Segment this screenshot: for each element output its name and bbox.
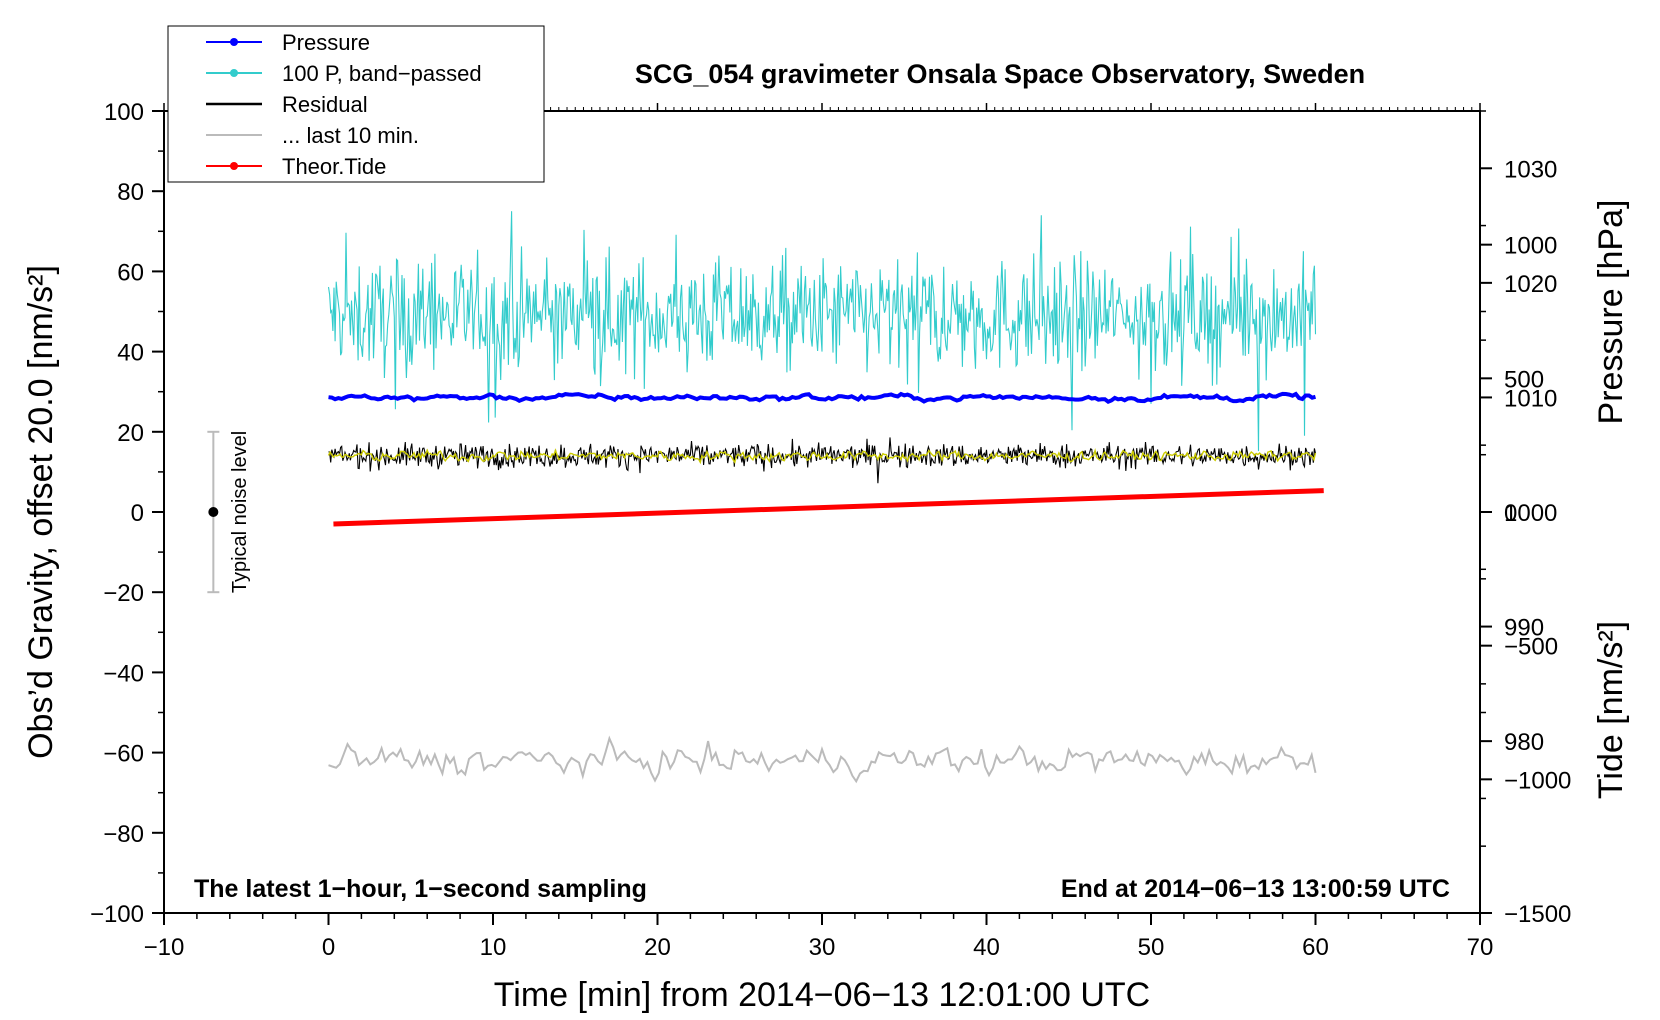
- x-axis-title: Time [min] from 2014−06−13 12:01:00 UTC: [494, 976, 1150, 1014]
- noise-indicator: Typical noise level: [207, 430, 251, 594]
- left-tick-label: −20: [103, 580, 144, 607]
- tide-tick-label: −1000: [1504, 767, 1571, 794]
- left-tick-label: 100: [104, 99, 144, 126]
- plot-frame: [163, 110, 1481, 914]
- x-tick-label: 0: [322, 934, 335, 961]
- x-tick-label: 70: [1467, 934, 1494, 961]
- left-tick-label: −80: [103, 821, 144, 848]
- pressure-tick-label: 1010: [1504, 385, 1557, 412]
- pressure-axis: 1030 1020 1010 1000 990 980: [1480, 110, 1557, 800]
- legend-item: Pressure: [206, 30, 370, 55]
- legend-marker: [230, 38, 238, 46]
- left-tick-label: −100: [90, 901, 144, 928]
- pressure-tick-label: 990: [1504, 615, 1544, 642]
- legend-label: Pressure: [282, 30, 370, 55]
- pressure-tick-label: 1030: [1504, 156, 1557, 183]
- noise-label: Typical noise level: [229, 431, 251, 593]
- left-tick-label: 0: [131, 500, 144, 527]
- left-y-axis: 100 80 60 40 20 0 −20 −40 −60 −80 −100: [90, 99, 164, 928]
- x-tick-label: 50: [1138, 934, 1165, 961]
- legend-marker: [230, 162, 238, 170]
- left-tick-label: −40: [103, 660, 144, 687]
- legend-item: Theor.Tide: [206, 154, 386, 179]
- left-tick-label: −60: [103, 741, 144, 768]
- legend-item: ... last 10 min.: [206, 123, 419, 148]
- series-pressure: [328, 391, 1317, 404]
- noise-center-point: [208, 507, 219, 517]
- series-residual: [328, 437, 1317, 484]
- tide-axis: 1000 500 0 −500 −1000 −1500: [1480, 233, 1571, 928]
- pressure-tick-label: 1020: [1504, 271, 1557, 298]
- series-layer: [327, 211, 1324, 784]
- pressure-tick-label: 1000: [1504, 500, 1557, 527]
- legend-marker: [230, 69, 238, 77]
- left-tick-label: 40: [117, 340, 144, 367]
- x-tick-label: 30: [809, 934, 836, 961]
- legend-label: Theor.Tide: [282, 154, 386, 179]
- legend-item: 100 P, band−passed: [206, 61, 482, 86]
- left-tick-label: 60: [117, 259, 144, 286]
- annotation-right: End at 2014−06−13 13:00:59 UTC: [1061, 875, 1450, 903]
- tide-tick-label: 1000: [1504, 233, 1557, 260]
- left-tick-label: 20: [117, 420, 144, 447]
- legend-label: 100 P, band−passed: [282, 61, 482, 86]
- tide-tick-label: 0: [1504, 500, 1517, 527]
- x-axis: −10 0 10 20 30 40 50 60 70: [144, 103, 1494, 961]
- tide-tick-label: −1500: [1504, 901, 1571, 928]
- tide-axis-title: Tide [nm/s²]: [1592, 621, 1630, 799]
- tide-tick-label: −500: [1504, 634, 1558, 661]
- series-residual-smoothed: [327, 447, 1317, 465]
- series-band-passed-pressure: [327, 211, 1317, 452]
- left-axis-title: Obs’d Gravity, offset 20.0 [nm/s²]: [22, 265, 60, 759]
- legend-item: Residual: [206, 92, 368, 117]
- x-tick-label: 40: [973, 934, 1000, 961]
- legend: Pressure 100 P, band−passed Residual ... la…: [167, 25, 545, 183]
- series-theoretical-tide: [333, 488, 1324, 527]
- x-tick-label: 20: [644, 934, 671, 961]
- x-tick-label: 60: [1302, 934, 1329, 961]
- pressure-tick-label: 980: [1504, 729, 1544, 756]
- series-last-10-min: [328, 735, 1317, 784]
- chart-title: SCG_054 gravimeter Onsala Space Observat…: [635, 59, 1365, 89]
- x-tick-label: −10: [144, 934, 185, 961]
- legend-label: Residual: [282, 92, 368, 117]
- legend-label: ... last 10 min.: [282, 123, 419, 148]
- pressure-axis-title: Pressure [hPa]: [1592, 200, 1630, 425]
- x-tick-label: 10: [480, 934, 507, 961]
- left-tick-label: 80: [117, 179, 144, 206]
- annotation-left: The latest 1−hour, 1−second sampling: [194, 875, 647, 903]
- tide-tick-label: 500: [1504, 366, 1544, 393]
